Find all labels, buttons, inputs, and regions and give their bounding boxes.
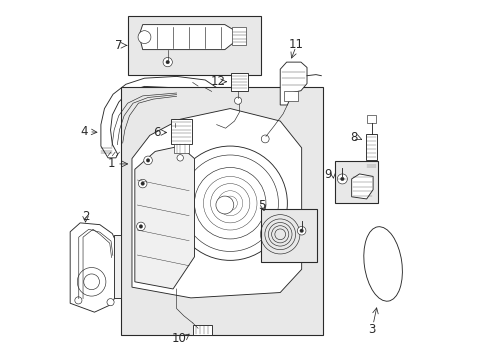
Circle shape: [107, 298, 114, 306]
Text: 10: 10: [172, 332, 186, 345]
Bar: [174, 144, 189, 153]
Circle shape: [138, 179, 147, 188]
Circle shape: [216, 196, 233, 214]
Text: 8: 8: [350, 131, 357, 144]
Circle shape: [141, 182, 144, 185]
Bar: [260, 208, 316, 262]
Circle shape: [165, 60, 169, 64]
Polygon shape: [351, 174, 372, 199]
Circle shape: [177, 155, 183, 161]
Circle shape: [203, 176, 257, 230]
Circle shape: [77, 267, 106, 296]
Circle shape: [234, 97, 241, 104]
Polygon shape: [70, 223, 119, 312]
Circle shape: [182, 155, 278, 251]
Circle shape: [340, 177, 344, 181]
Circle shape: [297, 226, 305, 235]
Bar: [334, 161, 377, 203]
Bar: [171, 118, 192, 144]
Circle shape: [210, 184, 249, 223]
Polygon shape: [132, 109, 301, 298]
Bar: [365, 134, 377, 160]
Circle shape: [136, 222, 145, 231]
Text: 5: 5: [258, 198, 265, 212]
Circle shape: [139, 225, 142, 228]
Text: 1: 1: [108, 157, 115, 170]
Bar: [230, 73, 247, 91]
Text: 7: 7: [115, 39, 122, 52]
Text: 6: 6: [153, 126, 161, 139]
Circle shape: [217, 191, 242, 216]
Circle shape: [223, 196, 237, 210]
Bar: [365, 161, 377, 169]
Circle shape: [146, 158, 149, 162]
Polygon shape: [139, 24, 242, 50]
Polygon shape: [101, 76, 218, 158]
Polygon shape: [280, 62, 306, 105]
Circle shape: [337, 174, 346, 184]
Circle shape: [194, 167, 265, 239]
Circle shape: [163, 58, 172, 67]
Bar: [283, 91, 298, 102]
Text: 3: 3: [367, 323, 375, 336]
Bar: [231, 27, 246, 45]
Text: 11: 11: [288, 39, 303, 51]
Text: 12: 12: [210, 75, 225, 88]
Text: 9: 9: [324, 168, 331, 181]
Bar: [128, 16, 260, 75]
Polygon shape: [135, 146, 194, 289]
Circle shape: [75, 297, 82, 304]
Circle shape: [261, 135, 268, 143]
Circle shape: [138, 31, 151, 44]
Circle shape: [299, 229, 303, 233]
Bar: [121, 87, 323, 336]
Circle shape: [83, 274, 99, 290]
Text: 4: 4: [80, 125, 87, 138]
Circle shape: [143, 156, 152, 165]
Bar: [114, 235, 121, 298]
Circle shape: [173, 146, 287, 260]
Bar: [366, 115, 376, 123]
Ellipse shape: [363, 227, 402, 301]
Bar: [192, 325, 212, 336]
Circle shape: [172, 119, 177, 125]
Text: 2: 2: [81, 210, 89, 223]
